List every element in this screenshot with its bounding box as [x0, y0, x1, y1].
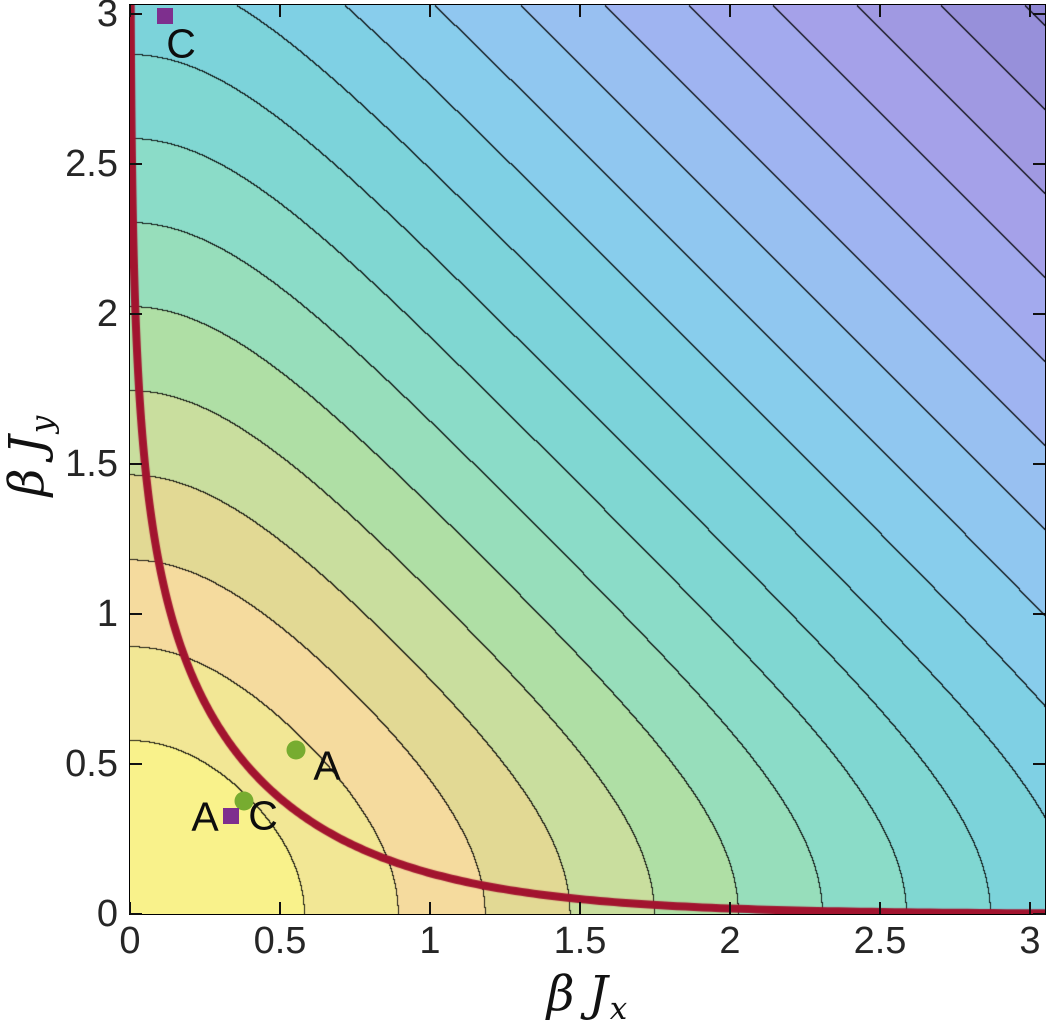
marker-square-c	[156, 8, 173, 25]
y-tick-left	[130, 913, 142, 915]
x-subscript: x	[609, 991, 628, 1026]
y-tick-right	[1033, 463, 1045, 465]
y-tick-label: 2	[96, 293, 118, 335]
point-label-a: A	[191, 793, 219, 840]
y-tick-left	[130, 13, 142, 15]
y-tick-right	[1033, 613, 1045, 615]
point-label-c: C	[248, 792, 278, 839]
y-tick-label: 1.5	[65, 443, 118, 485]
x-tick-top	[579, 5, 581, 17]
y-tick-left	[130, 463, 142, 465]
x-tick-label: 2	[719, 920, 741, 962]
x-tick-top	[729, 5, 731, 17]
x-tick-bottom	[729, 902, 731, 914]
y-tick-left	[130, 613, 142, 615]
x-tick-bottom	[579, 902, 581, 914]
y-subscript: y	[24, 415, 60, 434]
x-tick-label: 1.5	[553, 920, 607, 962]
x-tick-bottom	[279, 902, 281, 914]
x-tick-label: 2.5	[853, 920, 907, 962]
y-tick-right	[1033, 313, 1045, 315]
x-tick-bottom	[1029, 902, 1031, 914]
x-tick-top	[1029, 5, 1031, 17]
y-tick-label: 3	[96, 0, 118, 35]
contour-plot-canvas	[130, 5, 1045, 914]
j-symbol: J	[588, 966, 608, 1022]
x-tick-top	[129, 5, 131, 17]
beta-symbol: β	[546, 966, 575, 1022]
marker-circle-a	[286, 740, 306, 760]
y-tick-right	[1033, 763, 1045, 765]
x-axis-label: β Jx	[546, 966, 627, 1025]
y-tick-label: 1	[96, 593, 118, 635]
y-tick-label: 0	[96, 893, 118, 935]
x-tick-label: 1	[419, 920, 441, 962]
y-tick-right	[1033, 13, 1045, 15]
j-symbol: J	[0, 435, 55, 455]
x-tick-top	[879, 5, 881, 17]
x-tick-top	[429, 5, 431, 17]
point-label-c: C	[166, 20, 196, 67]
y-tick-right	[1033, 163, 1045, 165]
y-tick-label: 0.5	[65, 743, 118, 785]
y-tick-right	[1033, 913, 1045, 915]
y-tick-left	[130, 763, 142, 765]
y-axis-label: βJy	[0, 416, 60, 497]
point-label-a: A	[313, 742, 341, 789]
marker-square-c	[222, 807, 239, 824]
x-tick-bottom	[429, 902, 431, 914]
marker-circle-a	[234, 791, 254, 811]
y-tick-label: 2.5	[65, 143, 118, 185]
x-tick-label: 0	[119, 920, 141, 962]
x-tick-label: 3	[1019, 920, 1041, 962]
y-tick-left	[130, 163, 142, 165]
y-tick-left	[130, 313, 142, 315]
x-tick-label: 0.5	[253, 920, 307, 962]
x-tick-bottom	[879, 902, 881, 914]
beta-symbol: β	[0, 468, 55, 497]
x-tick-bottom	[129, 902, 131, 914]
x-tick-top	[279, 5, 281, 17]
